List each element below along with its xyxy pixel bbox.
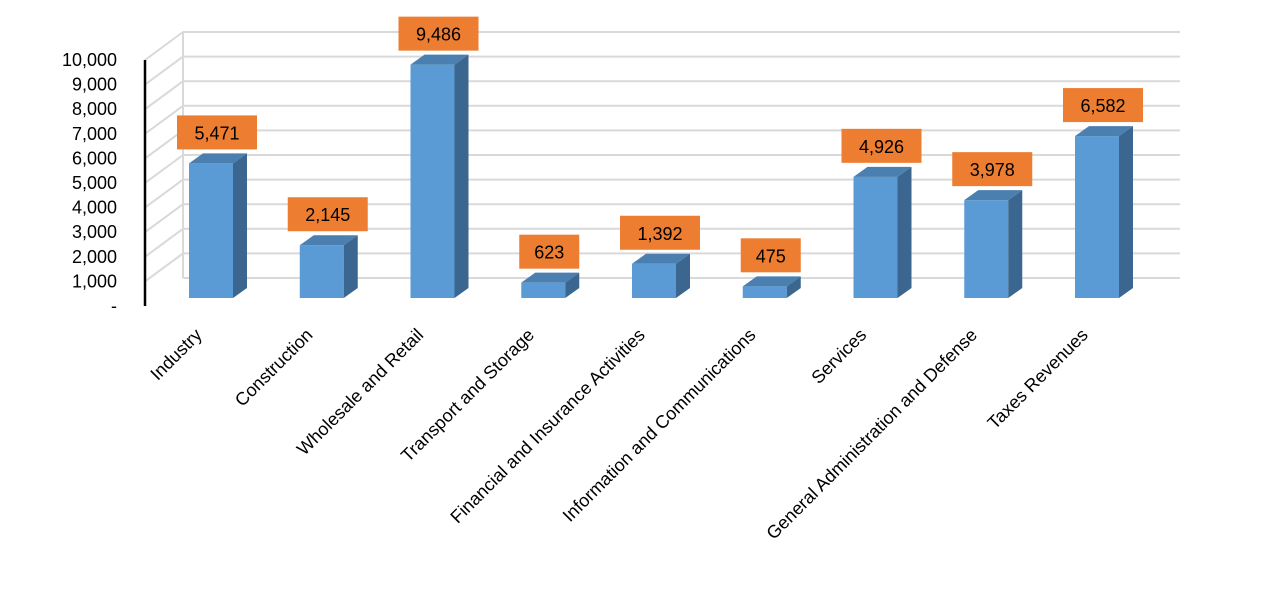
data-label-text: 475 (756, 246, 786, 266)
bar-front (410, 64, 455, 298)
bar (1075, 126, 1133, 299)
bar-side (1119, 126, 1133, 299)
category-label: Construction (231, 325, 317, 411)
data-label-box (177, 115, 257, 150)
bar-front (964, 200, 1009, 298)
bar-top (521, 272, 580, 283)
bar-side (1008, 190, 1023, 298)
y-tick-label: 2,000 (72, 247, 117, 267)
data-label-text: 5,471 (194, 123, 239, 143)
bar-top (189, 153, 247, 164)
bar-side (786, 276, 801, 298)
y-tick-label: 4,000 (72, 198, 117, 218)
y-tick-label: 8,000 (72, 99, 117, 119)
data-labels: 5,471 2,145 9,486 623 1,392 475 4,926 3,978 6,58… (177, 16, 1143, 273)
data-label: 3,978 (952, 152, 1033, 187)
gridline-depth (144, 154, 184, 184)
bar-front (742, 286, 787, 298)
bar-top (1075, 126, 1133, 137)
category-label: General Administration and Defense (762, 325, 981, 544)
gridline-depth (144, 227, 184, 258)
bar-top (632, 253, 690, 264)
y-tick-label: 3,000 (72, 222, 117, 242)
data-label-text: 4,926 (859, 137, 904, 157)
gridline-depth (144, 55, 184, 86)
bar-top (299, 235, 358, 246)
bar-top (853, 166, 912, 177)
category-label: Services (807, 325, 870, 388)
y-tick-label: 5,000 (72, 173, 117, 193)
gridline-depth (144, 104, 184, 135)
bar-side (897, 166, 912, 298)
category-label: Taxes Revenues (984, 325, 1092, 433)
gridline-depth (144, 252, 184, 283)
bar (299, 235, 358, 298)
bar-front (299, 245, 344, 298)
gridline-depth (144, 80, 184, 111)
y-axis: - 1,000 2,000 3,000 4,000 5,000 6,000 7,000 8,00… (62, 50, 147, 316)
data-label: 4,926 (841, 128, 922, 163)
bar-side (565, 272, 580, 298)
data-label-box (841, 128, 922, 163)
gridline-depth (144, 129, 184, 160)
bar (632, 253, 690, 298)
y-tick-label: 7,000 (72, 124, 117, 144)
y-tick-label: 1,000 (72, 271, 117, 291)
gridline-depth (144, 31, 184, 61)
bar-front (632, 263, 676, 298)
y-tick-label: 9,000 (72, 75, 117, 95)
data-label-box (1063, 88, 1143, 123)
data-label-text: 623 (534, 243, 564, 263)
data-label: 5,471 (177, 115, 257, 150)
bar-front (853, 176, 898, 298)
data-label: 1,392 (620, 215, 700, 250)
category-label: Financial and Insurance Activities (446, 325, 648, 527)
data-label-box (740, 238, 801, 273)
category-label: Wholesale and Retail (293, 325, 427, 459)
data-label: 623 (519, 234, 580, 269)
category-label: Information and Communications (559, 325, 760, 526)
data-label-text: 1,392 (637, 224, 682, 244)
bar-front (189, 163, 233, 298)
gridline-depth (144, 178, 184, 209)
bar-top (964, 190, 1023, 201)
y-tick-label: 6,000 (72, 148, 117, 168)
bar-top (410, 54, 469, 65)
bar-side (233, 153, 247, 298)
bar-side (454, 54, 469, 298)
bar-side (343, 235, 358, 298)
data-label-box (519, 234, 580, 269)
bar (964, 190, 1023, 298)
data-label-box (620, 215, 700, 250)
bars (189, 54, 1133, 299)
data-label-text: 3,978 (970, 160, 1015, 180)
data-label-text: 2,145 (305, 205, 350, 225)
data-label: 2,145 (287, 197, 368, 232)
data-label: 6,582 (1063, 88, 1143, 123)
y-tick-label: 10,000 (62, 50, 117, 70)
y-tick-label: - (111, 296, 117, 316)
bar (189, 153, 247, 298)
category-label: Industry (146, 325, 205, 384)
bar-front (1075, 136, 1119, 298)
data-label: 9,486 (398, 16, 479, 51)
bar (853, 166, 912, 298)
gridline-depth (144, 203, 184, 234)
data-label-box (398, 16, 479, 51)
data-label-box (287, 197, 368, 232)
bar (521, 272, 580, 298)
bar (742, 276, 801, 298)
bar-top (742, 276, 801, 287)
data-label-box (952, 152, 1033, 187)
data-label-text: 6,582 (1080, 96, 1125, 116)
bar-front (521, 282, 566, 298)
data-label-text: 9,486 (416, 25, 461, 45)
data-label: 475 (740, 238, 801, 273)
bar-side (676, 253, 690, 298)
bar (410, 54, 469, 298)
